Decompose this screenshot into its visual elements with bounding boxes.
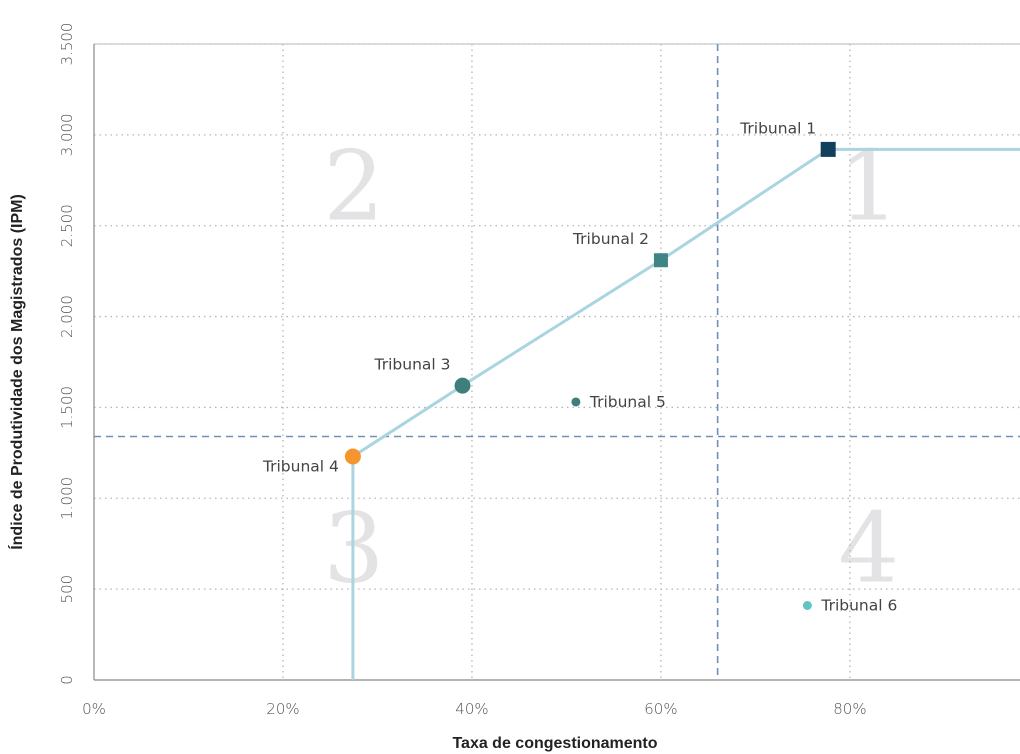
x-tick-label: 40%: [455, 700, 488, 718]
point-label: Tribunal 4: [262, 457, 339, 475]
y-tick-label: 1.500: [58, 386, 76, 429]
point-marker: [802, 600, 812, 610]
point-label: Tribunal 1: [739, 119, 816, 137]
x-tick-label: 60%: [644, 700, 677, 718]
y-tick-label: 2.000: [58, 295, 76, 338]
point-marker: [820, 141, 836, 157]
tribunal-labels: Tribunal 1 Tribunal 2 Tribunal 3 Tribunal 4…: [262, 119, 897, 614]
point-marker: [344, 448, 361, 465]
point-marker: [454, 377, 471, 394]
frontier-line: [351, 147, 1020, 680]
y-tick-label: 0: [58, 675, 76, 685]
point-label: Tribunal 5: [589, 393, 666, 411]
y-tick-label: 500: [58, 575, 76, 604]
efficiency-frontier: [351, 147, 1020, 680]
y-tick-label: 3.000: [58, 113, 76, 156]
x-tick-label: 0%: [82, 700, 106, 718]
y-axis-title: Índice de Produtividade dos Magistrados …: [7, 194, 26, 550]
axes: 0% 20% 40% 60% 80% 0 500 1.000 1.500 2.000 2.500 3.…: [58, 23, 1020, 718]
point-marker: [653, 253, 668, 268]
y-tick-label: 2.500: [58, 204, 76, 247]
point-label: Tribunal 6: [820, 596, 897, 614]
reference-lines: [94, 44, 1020, 680]
x-tick-label: 80%: [833, 700, 866, 718]
quadrant-number-1: 1: [838, 131, 899, 243]
y-tick-label: 3.500: [58, 23, 76, 66]
x-tick-label: 20%: [266, 700, 299, 718]
quadrant-number-4: 4: [838, 492, 899, 604]
x-axis-title: Taxa de congestionamento: [452, 735, 657, 752]
point-label: Tribunal 2: [572, 230, 649, 248]
y-tick-label: 1.000: [58, 477, 76, 520]
point-marker: [571, 397, 581, 407]
quadrant-number-2: 2: [323, 131, 384, 243]
tribunal-points: [344, 141, 836, 610]
point-label: Tribunal 3: [374, 356, 451, 374]
grid-lines: [94, 43, 1020, 680]
